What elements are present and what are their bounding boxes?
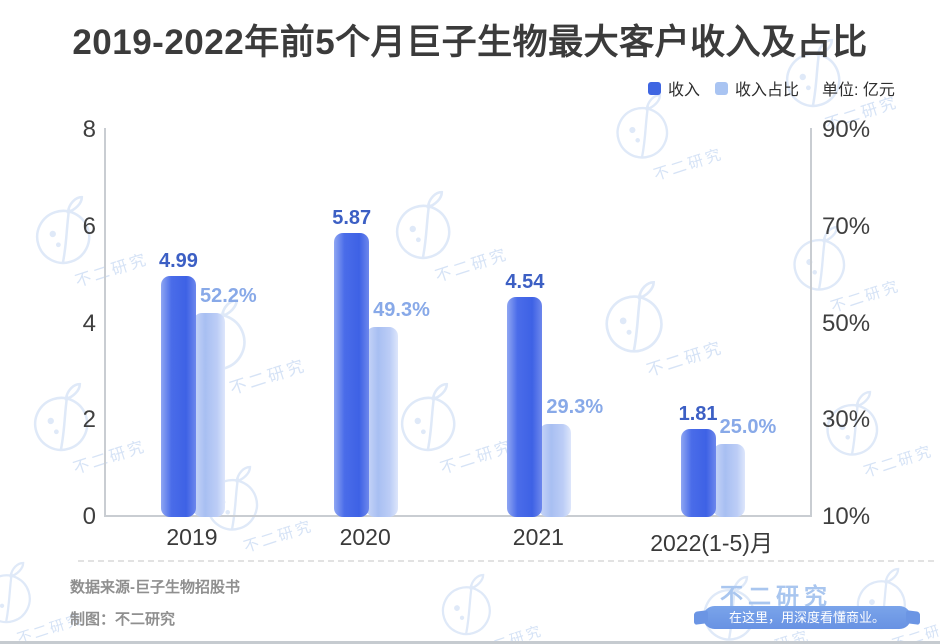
legend: 收入 收入占比 单位: 亿元 [648,76,895,100]
brand-tagline: 在这里，用深度看懂商业。 [728,610,885,625]
right-axis-tick-label: 30% [822,406,871,434]
income-value-label: 4.99 [158,249,198,272]
right-axis-ticks: 90% 70% 50% 30% 10% [822,116,906,530]
left-axis-tick-label: 4 [82,309,96,337]
left-axis-tick-label: 8 [82,116,96,143]
income-bar-2019 [160,275,196,517]
right-axis-tick-label: 90% [822,116,871,143]
right-axis-tick-label: 70% [822,212,871,240]
share-bar-2022(1-5)月 [712,444,745,517]
footer-divider [78,560,934,562]
unit-label: 单位: 亿元 [822,82,895,99]
bottom-border-line [0,641,940,644]
income-bar-2020 [334,233,370,517]
plot-area: 4.99 52.2% 5.87 49.3% 4.54 29.3% 1.81 25.0% [105,130,812,517]
category-axis-labels: 2019 2020 2021 2022(1-5)月 [0,524,940,556]
income-bar-2022(1-5)月 [680,429,716,517]
banner-tab-right-icon [906,610,920,625]
income-legend-label: 收入 [668,82,701,99]
income-value-label: 1.81 [678,403,718,426]
left-axis-line [104,128,106,517]
income-bar-2021 [507,297,543,517]
right-axis-line [810,128,812,517]
share-bar-2021 [539,423,572,517]
share-value-label: 52.2% [199,284,257,307]
right-axis-tick-label: 10% [822,503,871,530]
left-axis-tick-label: 2 [82,406,96,434]
share-bar-2020 [366,326,399,517]
chart-title: 2019-2022年前5个月巨子生物最大客户收入及占比 [72,23,868,62]
data-source-note: 数据来源-巨子生物招股书 [70,579,240,596]
brand-tagline-pill: 在这里，用深度看懂商业。 [694,606,920,629]
left-axis-tick-label: 6 [82,212,96,240]
share-legend-swatch-icon [715,81,729,95]
chart-credit-note: 制图：不二研究 [70,611,176,628]
category-label: 2019 [166,524,218,550]
brand-watermark-icon: 不二研究 [432,573,549,644]
category-label: 2020 [339,524,391,550]
brand-watermark-icon: 不二研究 [0,561,89,644]
category-label: 2021 [512,524,564,550]
left-axis-ticks: 8 6 4 2 0 [48,116,96,530]
share-value-label: 49.3% [373,298,430,321]
share-bar-2019 [192,312,225,517]
share-legend-label: 收入占比 [735,82,800,99]
income-value-label: 5.87 [332,207,372,230]
income-value-label: 4.54 [505,271,545,294]
right-axis-tick-label: 50% [822,309,871,337]
left-axis-tick-label: 0 [82,503,96,530]
x-axis-baseline [104,515,812,517]
income-legend-swatch-icon [648,81,661,95]
category-label: 2022(1-5)月 [650,530,773,556]
banner-tab-left-icon [694,610,708,625]
share-value-label: 29.3% [546,395,604,418]
share-value-label: 25.0% [719,416,777,439]
